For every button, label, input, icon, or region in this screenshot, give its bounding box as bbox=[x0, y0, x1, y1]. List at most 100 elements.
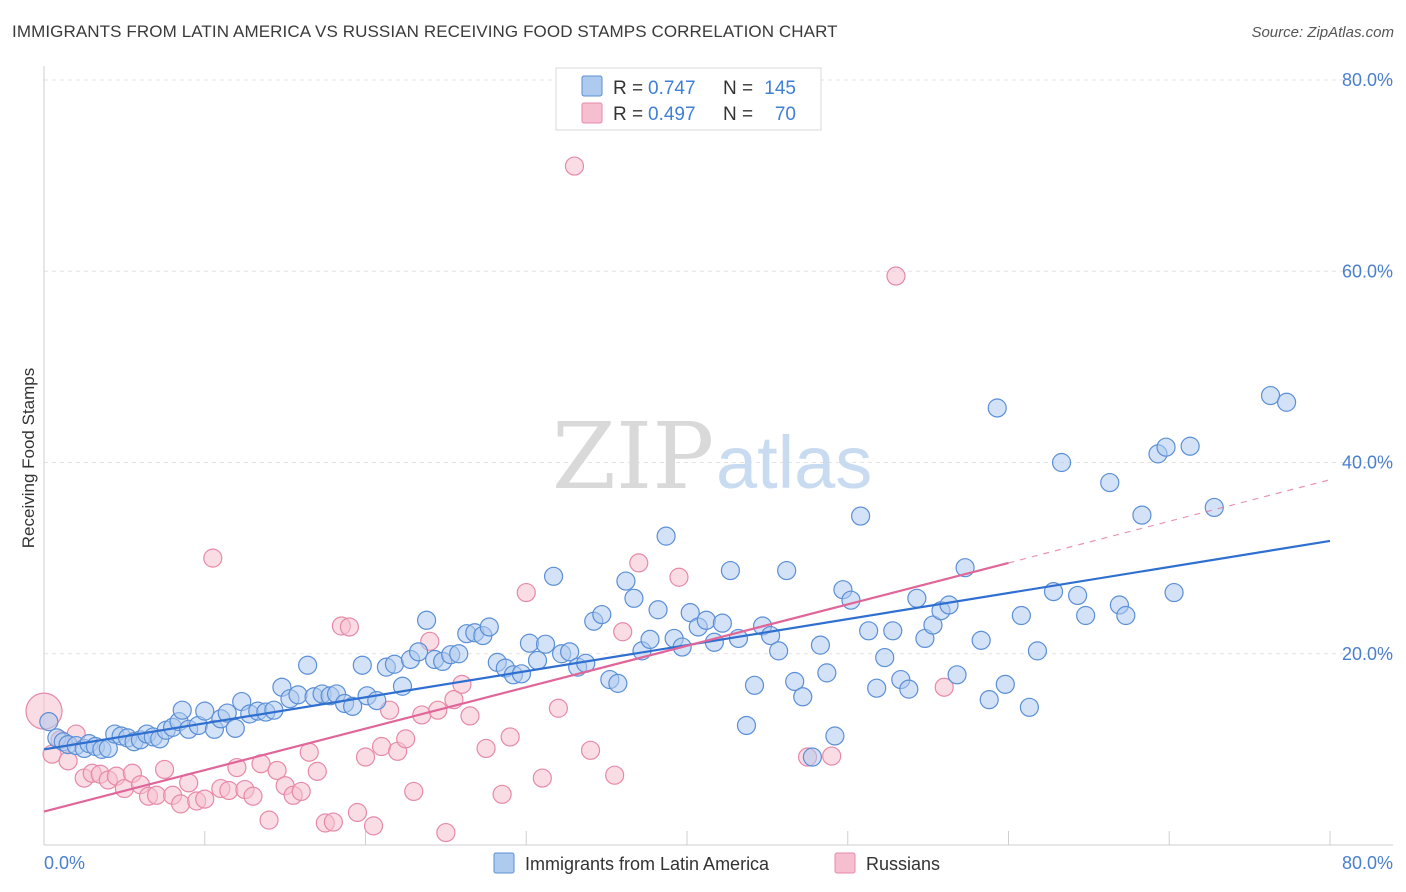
latin-america-point-87 bbox=[696, 610, 716, 630]
latin-america-point-65 bbox=[519, 633, 540, 653]
russians-point-14 bbox=[146, 785, 167, 805]
legend-r-value-blue: 0.747 bbox=[648, 78, 696, 99]
latin-america-point-141 bbox=[1276, 392, 1297, 412]
legend-r-label-blue: R = bbox=[613, 78, 643, 99]
y-tick-label-60: 60.0% bbox=[1342, 261, 1393, 281]
russians-point-40 bbox=[355, 747, 376, 767]
latin-america-point-96 bbox=[769, 641, 789, 661]
russians-point-41 bbox=[363, 816, 384, 836]
latin-america-point-82 bbox=[656, 526, 676, 546]
latin-america-point-130 bbox=[1076, 605, 1096, 626]
russians-point-64 bbox=[629, 553, 649, 573]
latin-america-point-51 bbox=[408, 642, 429, 662]
russians-point-61 bbox=[580, 740, 601, 760]
latin-america-point-101 bbox=[810, 635, 831, 655]
latin-america-point-77 bbox=[616, 571, 636, 591]
latin-america-point-124 bbox=[1011, 605, 1031, 626]
latin-america-point-68 bbox=[543, 566, 564, 586]
latin-america-point-129 bbox=[1068, 585, 1088, 606]
latin-america-point-28 bbox=[225, 718, 245, 738]
latin-america-point-103 bbox=[825, 726, 845, 746]
russians-point-36 bbox=[323, 812, 343, 832]
y-tick-label-40: 40.0% bbox=[1342, 453, 1393, 473]
latin-america-point-37 bbox=[298, 655, 318, 675]
latin-america-point-140 bbox=[1260, 385, 1281, 406]
bottom-legend-swatch-pink bbox=[834, 852, 856, 874]
watermark-zip: ZIP bbox=[552, 403, 714, 510]
latin-america-point-24 bbox=[195, 701, 215, 721]
russians-point-53 bbox=[460, 706, 480, 726]
latin-america-point-56 bbox=[449, 644, 469, 664]
russians-point-26 bbox=[243, 786, 263, 806]
latin-america-point-36 bbox=[288, 685, 308, 705]
russians-point-69 bbox=[934, 677, 954, 697]
latin-america-point-133 bbox=[1116, 605, 1136, 626]
latin-america-point-90 bbox=[720, 560, 741, 581]
latin-america-point-74 bbox=[592, 604, 612, 625]
russians-point-60 bbox=[564, 156, 585, 176]
bottom-legend-swatch-blue bbox=[493, 852, 515, 874]
legend-swatch-blue bbox=[581, 75, 603, 97]
russians-point-20 bbox=[195, 789, 215, 809]
russians-point-55 bbox=[492, 784, 512, 804]
latin-america-point-93 bbox=[744, 675, 765, 695]
latin-america-point-78 bbox=[624, 588, 644, 608]
bottom-legend-label-pink: Russians bbox=[866, 854, 940, 874]
latin-america-point-81 bbox=[648, 600, 668, 620]
y-tick-label-20: 20.0% bbox=[1342, 644, 1393, 664]
latin-america-point-126 bbox=[1027, 641, 1048, 661]
latin-america-point-120 bbox=[971, 630, 991, 650]
latin-america-point-112 bbox=[899, 679, 919, 699]
latin-america-point-115 bbox=[923, 615, 943, 635]
y-tick-labels: 20.0% 40.0% 60.0% 80.0% bbox=[1342, 70, 1393, 664]
latin-america-point-43 bbox=[343, 696, 363, 716]
legend-n-label-blue: N = bbox=[723, 78, 753, 99]
latin-america-point-131 bbox=[1100, 472, 1120, 493]
grid-layer bbox=[44, 79, 1393, 655]
latin-america-point-138 bbox=[1180, 436, 1200, 456]
legend-n-value-blue: 145 bbox=[764, 78, 796, 99]
russians-point-29 bbox=[267, 760, 287, 781]
latin-america-point-52 bbox=[416, 610, 437, 630]
russians-point-52 bbox=[452, 674, 472, 694]
latin-america-point-100 bbox=[802, 747, 822, 767]
legend-n-label-pink: N = bbox=[723, 104, 753, 125]
russians-point-15 bbox=[154, 759, 175, 780]
russians-point-63 bbox=[613, 622, 633, 642]
latin-america-point-60 bbox=[479, 617, 499, 637]
russians-point-33 bbox=[299, 742, 319, 762]
x-tick-label-min: 0.0% bbox=[44, 853, 85, 873]
top-legend: R = 0.747 N = 145 R = 0.497 N = 70 bbox=[555, 67, 822, 131]
legend-swatch-pink bbox=[581, 102, 603, 124]
latin-america-point-118 bbox=[947, 665, 967, 685]
russians-point-39 bbox=[347, 802, 368, 823]
latin-america-point-67 bbox=[535, 634, 556, 654]
latin-america-point-48 bbox=[384, 654, 405, 674]
chart-source: Source: ZipAtlas.com bbox=[1251, 24, 1394, 41]
latin-america-point-121 bbox=[979, 690, 999, 710]
latin-america-point-123 bbox=[995, 674, 1015, 694]
latin-america-point-125 bbox=[1019, 697, 1039, 717]
latin-america-point-76 bbox=[608, 673, 628, 693]
legend-n-value-pink: 70 bbox=[775, 104, 796, 125]
russians-point-45 bbox=[396, 729, 416, 749]
russians-point-50 bbox=[436, 822, 456, 843]
x-tick-marks bbox=[43, 831, 1331, 845]
x-tick-label-max: 80.0% bbox=[1342, 853, 1393, 873]
latin-america-point-105 bbox=[841, 590, 861, 610]
latin-america-point-128 bbox=[1051, 452, 1072, 473]
latin-america-point-85 bbox=[680, 603, 700, 623]
legend-r-label-pink: R = bbox=[613, 104, 643, 125]
russians-point-21 bbox=[203, 548, 223, 568]
latin-america-point-108 bbox=[867, 678, 887, 698]
latin-america-point-107 bbox=[859, 621, 879, 641]
russians-point-56 bbox=[500, 727, 520, 747]
russians-point-65 bbox=[669, 567, 689, 587]
latin-america-point-99 bbox=[793, 687, 813, 707]
chart-title: IMMIGRANTS FROM LATIN AMERICA VS RUSSIAN… bbox=[12, 22, 838, 41]
russians-point-34 bbox=[307, 761, 327, 781]
latin-america-point-70 bbox=[560, 642, 580, 662]
latin-america-point-27 bbox=[217, 703, 237, 723]
latin-america-point-122 bbox=[987, 398, 1007, 418]
